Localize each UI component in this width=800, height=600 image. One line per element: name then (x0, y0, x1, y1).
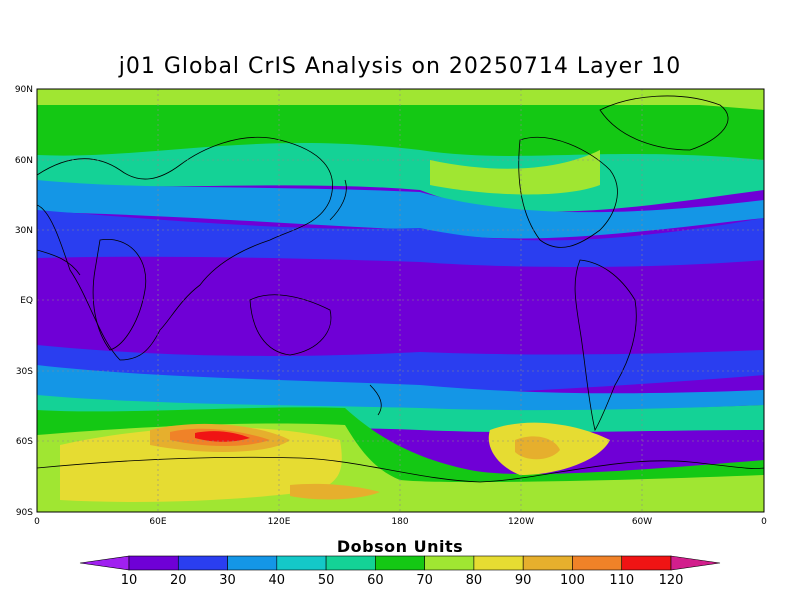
colorbar-tick-label: 90 (515, 573, 532, 588)
lat-label: 90S (16, 508, 33, 518)
colorbar-tick-label: 110 (609, 573, 634, 588)
colorbar-tick-label: 70 (416, 573, 433, 588)
coastlines (37, 95, 764, 483)
lat-label: 30N (15, 226, 33, 236)
colorbar: 10 20 30 40 50 60 70 80 90 100 110 120 (79, 555, 721, 588)
colorbar-tick-label: 10 (121, 573, 138, 588)
colorbar-swatch (325, 555, 376, 571)
graticule (37, 89, 764, 512)
lon-label: 60E (149, 517, 166, 527)
chart-title: j01 Global CrIS Analysis on 20250714 Lay… (118, 54, 682, 79)
lat-label: 60S (16, 437, 33, 447)
colorbar-swatch (621, 555, 672, 571)
lon-label: 120W (508, 517, 534, 527)
colorbar-tick-label: 30 (219, 573, 236, 588)
colorbar-swatch (375, 555, 425, 571)
colorbar-swatch (572, 555, 623, 571)
colorbar-swatch (227, 555, 278, 571)
lon-ticks: 0 60E 120E 180 120W 60W 0 (34, 517, 767, 527)
lon-label: 180 (391, 517, 408, 527)
lon-label: 0 (34, 517, 40, 527)
contour-field (37, 89, 764, 512)
colorbar-high-arrow (670, 555, 721, 571)
colorbar-tick-label: 40 (269, 573, 286, 588)
lon-label: 120E (268, 517, 291, 527)
lat-label: 90N (15, 85, 33, 95)
colorbar-swatch (522, 555, 573, 571)
colorbar-tick-label: 100 (560, 573, 585, 588)
map-frame (36, 88, 765, 513)
colorbar-tick-label: 20 (170, 573, 187, 588)
colorbar-low-arrow (79, 555, 130, 571)
lon-label: 0 (761, 517, 767, 527)
colorbar-tick-label: 80 (466, 573, 483, 588)
colorbar-swatch (424, 555, 475, 571)
colorbar-swatch (473, 555, 524, 571)
colorbar-title: Dobson Units (336, 537, 464, 556)
colorbar-swatch (177, 555, 228, 571)
lat-ticks: 90N 60N 30N EQ 30S 60S 90S (15, 85, 33, 518)
colorbar-tick-label: 60 (367, 573, 384, 588)
lat-label: 60N (15, 156, 33, 166)
colorbar-swatch (128, 555, 179, 571)
lat-label: 30S (16, 367, 33, 377)
lon-label: 60W (632, 517, 652, 527)
colorbar-tick-label: 120 (659, 573, 684, 588)
colorbar-tick-label: 50 (318, 573, 335, 588)
colorbar-swatch (276, 555, 327, 571)
lat-label: EQ (20, 296, 33, 306)
